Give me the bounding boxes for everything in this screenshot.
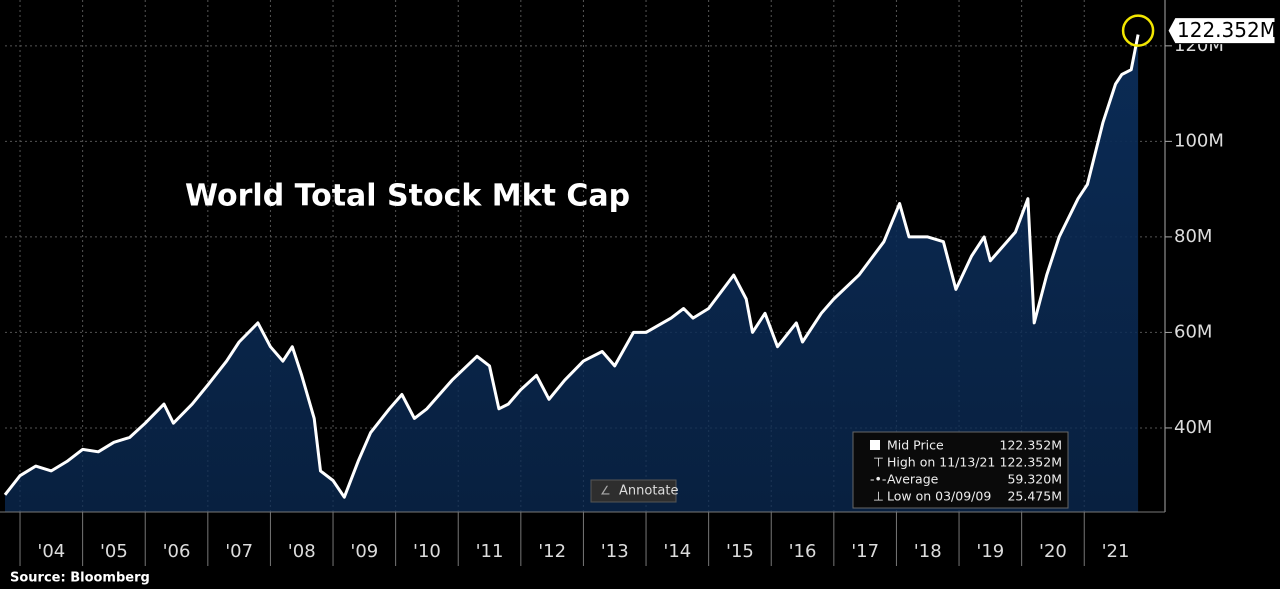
button-bg[interactable] — [590, 479, 677, 503]
x-tick-label: '16 — [789, 541, 817, 562]
x-tick-label: '09 — [350, 541, 378, 562]
x-tick-label: '08 — [288, 541, 316, 562]
x-tick-label: '20 — [1039, 541, 1067, 562]
info-value: 59.320M — [1007, 472, 1062, 487]
x-tick-label: '19 — [976, 541, 1004, 562]
info-icon: -•- — [870, 472, 886, 487]
x-tick-label: '18 — [914, 541, 942, 562]
chart-title: World Total Stock Mkt Cap — [185, 179, 630, 214]
line — [3, 34, 1140, 499]
y-tick-label: 40M — [1174, 417, 1212, 438]
x-tick-label: '07 — [225, 541, 253, 562]
x-tick-label: '12 — [538, 541, 566, 562]
info-icon: ⊥ — [873, 489, 884, 504]
info-box-bg — [852, 431, 1069, 509]
y-tick-label: 60M — [1174, 321, 1212, 342]
x-tick-label: '21 — [1102, 541, 1130, 562]
area — [5, 34, 1139, 512]
x-tick-label: '15 — [726, 541, 754, 562]
button-icon: ∠ — [600, 484, 611, 498]
x-tick-label: '10 — [413, 541, 441, 562]
info-value: 122.352M — [1000, 455, 1062, 470]
info-box: Mid Price 122.352M ⊤ High on 11/13/21 12… — [852, 431, 1069, 509]
x-tick-label: '14 — [663, 541, 691, 562]
y-tick-label: 100M — [1174, 130, 1224, 151]
annotate-button[interactable]: ∠ Annotate — [590, 479, 678, 503]
x-tick-label: '11 — [476, 541, 504, 562]
x-tick-label: '06 — [163, 541, 191, 562]
info-label: Average — [887, 472, 939, 487]
last-value-label: 122.352M — [1177, 18, 1277, 42]
x-tick-label: '13 — [601, 541, 629, 562]
info-icon: ⊤ — [873, 455, 884, 470]
last-point-highlight — [1121, 14, 1155, 47]
info-label: Low on 03/09/09 — [887, 489, 991, 504]
info-value: 25.475M — [1007, 489, 1062, 504]
x-tick-label: '05 — [100, 541, 128, 562]
y-tick-label: 80M — [1174, 226, 1212, 247]
last-value-flag — [1167, 17, 1276, 45]
info-label: High on 11/13/21 — [887, 455, 995, 470]
info-label: Mid Price — [887, 438, 944, 453]
info-value: 122.352M — [1000, 438, 1062, 453]
x-tick-label: '04 — [37, 541, 65, 562]
source: Source: Bloomberg — [10, 571, 150, 586]
x-tick-label: '17 — [851, 541, 879, 562]
button-label[interactable]: Annotate — [619, 484, 678, 499]
legend-swatch — [870, 440, 880, 450]
plot-area — [3, 14, 1155, 512]
